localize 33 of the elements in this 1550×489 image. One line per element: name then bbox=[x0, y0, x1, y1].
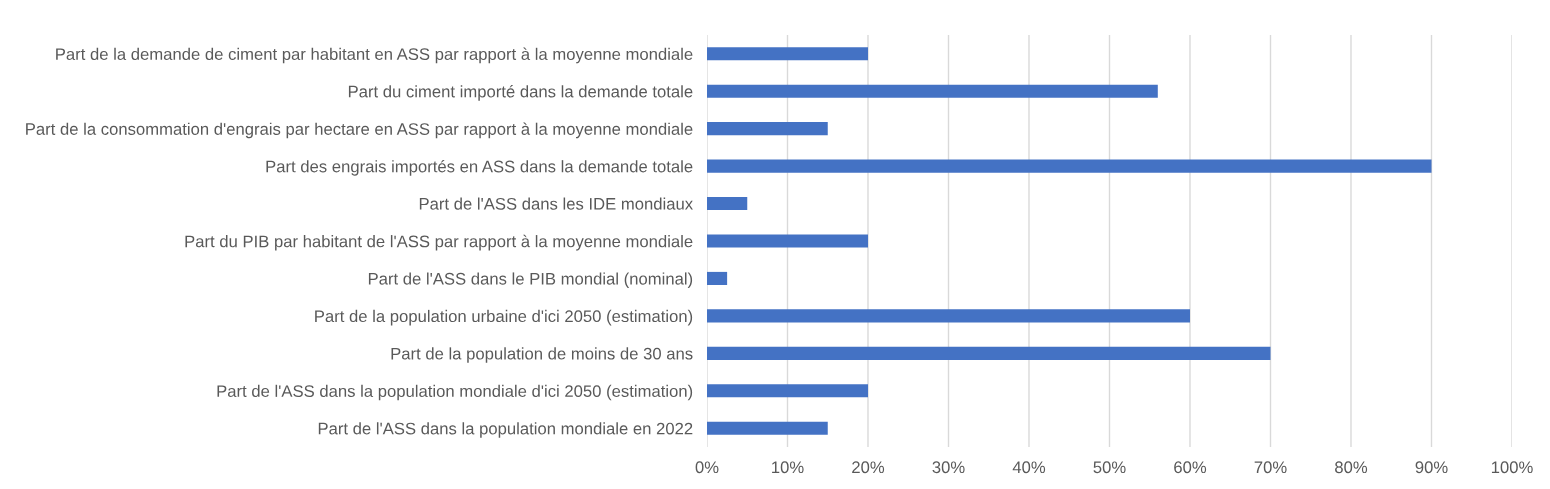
x-tick-label: 100% bbox=[1491, 461, 1533, 474]
x-tick-label: 70% bbox=[1254, 461, 1287, 474]
bar bbox=[707, 159, 1432, 173]
y-tick-label: Part du ciment importé dans la demande totale bbox=[348, 85, 693, 101]
bar bbox=[707, 84, 1158, 98]
y-tick-label: Part de l'ASS dans les IDE mondiaux bbox=[419, 197, 693, 210]
x-tick-label: 80% bbox=[1335, 461, 1368, 474]
x-tick-label: 30% bbox=[932, 461, 965, 474]
y-tick-label: Part de l'ASS dans le PIB mondial (nominal) bbox=[368, 272, 693, 288]
x-tick-label: 0% bbox=[695, 461, 719, 474]
bar bbox=[707, 384, 868, 398]
bar bbox=[707, 271, 728, 286]
x-tick-label: 20% bbox=[852, 461, 885, 474]
y-tick-label: Part du PIB par habitant de l'ASS par rapport à la moyenne mondiale bbox=[185, 234, 693, 251]
y-tick-label: Part des engrais importés en ASS dans la demande totale bbox=[266, 159, 693, 176]
bar bbox=[707, 122, 828, 136]
x-tick-label: 60% bbox=[1174, 461, 1207, 474]
bar bbox=[707, 421, 828, 435]
y-tick-label: Part de la consommation d'engrais par hectare en ASS par rapport à la moyenne mondiale bbox=[26, 122, 693, 139]
y-tick-label: Part de l'ASS dans la population mondiale d'ici 2050 (estimation) bbox=[217, 384, 693, 401]
y-tick-label: Part de la population urbaine d'ici 2050 (estimation) bbox=[315, 309, 693, 326]
x-tick-label: 10% bbox=[772, 461, 804, 474]
y-tick-label: Part de l'ASS dans la population mondiale en 2022 bbox=[318, 422, 693, 438]
y-tick-label: Part de la population de moins de 30 ans bbox=[391, 347, 693, 363]
bar bbox=[707, 234, 868, 248]
bar bbox=[707, 196, 748, 211]
x-tick-label: 50% bbox=[1093, 461, 1126, 474]
bar bbox=[707, 309, 1190, 323]
x-tick-label: 90% bbox=[1415, 461, 1448, 474]
bar bbox=[707, 346, 1271, 360]
y-tick-label: Part de la demande de ciment par habitant en ASS par rapport à la moyenne mondiale bbox=[56, 47, 693, 64]
x-tick-label: 40% bbox=[1012, 461, 1046, 474]
bar bbox=[707, 47, 868, 61]
